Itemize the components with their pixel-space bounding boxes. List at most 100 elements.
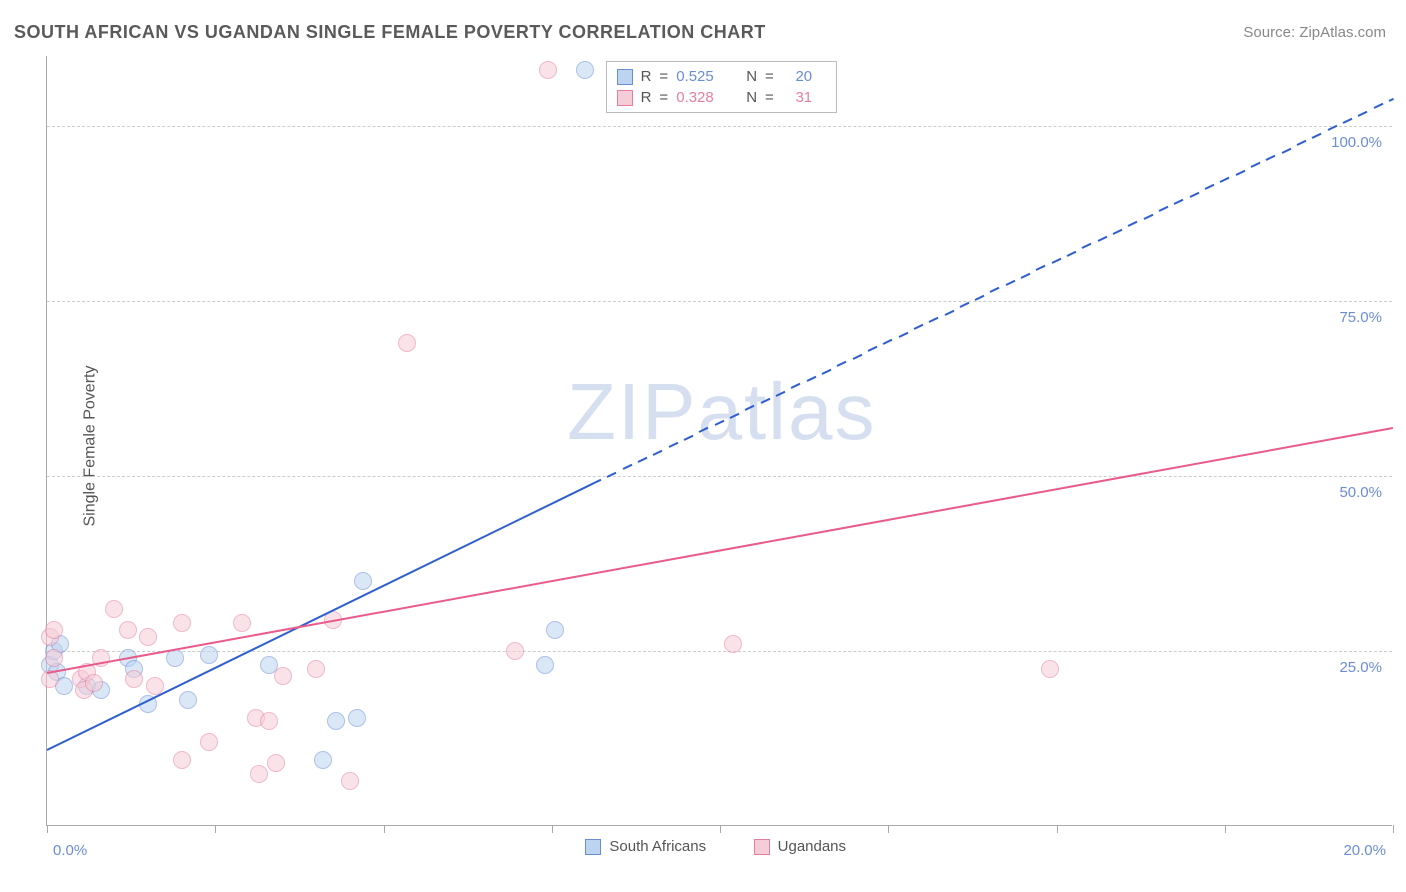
- trend-line-dash: [745, 405, 755, 411]
- r-value: 0.525: [676, 68, 720, 85]
- trend-line-dash: [913, 324, 923, 330]
- legend-item-ugandans: Ugandans: [754, 838, 846, 855]
- scatter-point-south_africans: [327, 712, 345, 730]
- gridline-h: [47, 126, 1392, 127]
- y-gridline-label: 100.0%: [1331, 134, 1382, 151]
- trend-line-dash: [1312, 133, 1322, 139]
- trend-line-dash: [1296, 140, 1306, 146]
- y-gridline-label: 50.0%: [1339, 484, 1382, 501]
- trend-line-dash: [760, 398, 770, 404]
- trend-line-dash: [898, 331, 908, 337]
- trend-line-dash: [1388, 98, 1393, 102]
- x-tick: [47, 825, 48, 833]
- scatter-point-ugandans: [267, 754, 285, 772]
- legend-swatch: [617, 69, 633, 85]
- scatter-point-south_africans: [576, 61, 594, 79]
- trend-line-dash: [1097, 236, 1107, 242]
- trend-line-dash: [959, 302, 969, 308]
- trend-line-dash: [1373, 103, 1383, 109]
- eq-sign: =: [659, 68, 668, 85]
- x-axis-min-label: 0.0%: [53, 842, 87, 859]
- scatter-point-ugandans: [260, 712, 278, 730]
- trend-line-dash: [837, 361, 847, 367]
- x-tick: [1057, 825, 1058, 833]
- scatter-point-south_africans: [200, 646, 218, 664]
- x-tick: [215, 825, 216, 833]
- scatter-point-ugandans: [724, 635, 742, 653]
- legend-item-south_africans: South Africans: [585, 838, 706, 855]
- x-axis-max-label: 20.0%: [1343, 842, 1386, 859]
- scatter-point-ugandans: [539, 61, 557, 79]
- trend-line-dash: [1266, 155, 1276, 161]
- gridline-h: [47, 301, 1392, 302]
- trend-line-dash: [806, 376, 816, 382]
- trend-line-dash: [1036, 265, 1046, 271]
- trend-line-dash: [990, 287, 1000, 293]
- eq-sign: =: [765, 89, 774, 106]
- source-label: Source:: [1243, 24, 1299, 41]
- trend-line-dash: [944, 309, 954, 315]
- scatter-point-ugandans: [274, 667, 292, 685]
- scatter-point-ugandans: [1041, 660, 1059, 678]
- scatter-point-ugandans: [341, 772, 359, 790]
- eq-sign: =: [659, 89, 668, 106]
- scatter-point-ugandans: [85, 674, 103, 692]
- legend-label: Ugandans: [778, 838, 846, 855]
- trend-line-dash: [1021, 273, 1031, 279]
- trend-line-dash: [1067, 250, 1077, 256]
- stats-legend-box: R=0.525N=20R=0.328N=31: [606, 61, 837, 113]
- scatter-point-ugandans: [45, 621, 63, 639]
- trend-line-dash: [1235, 169, 1245, 175]
- trend-line-dash: [1005, 280, 1015, 286]
- trend-line-dash: [975, 295, 985, 301]
- trend-line-dash: [1051, 258, 1061, 264]
- trend-line-dash: [699, 427, 709, 433]
- x-tick: [1393, 825, 1394, 833]
- source-credit: Source: ZipAtlas.com: [1243, 24, 1386, 41]
- scatter-point-south_africans: [179, 691, 197, 709]
- trend-line-dash: [776, 390, 786, 396]
- trend-line: [47, 483, 593, 751]
- trend-line-dash: [1205, 184, 1215, 190]
- trend-line-dash: [1220, 177, 1230, 183]
- legend-swatch: [617, 90, 633, 106]
- n-label: N: [746, 89, 757, 106]
- trend-line-dash: [852, 354, 862, 360]
- trend-line-dash: [1189, 192, 1199, 198]
- trend-line-dash: [1342, 118, 1352, 124]
- legend-label: South Africans: [609, 838, 706, 855]
- scatter-point-ugandans: [250, 765, 268, 783]
- trend-line-dash: [791, 383, 801, 389]
- scatter-point-ugandans: [506, 642, 524, 660]
- trend-line-dash: [1358, 110, 1368, 116]
- trend-line-dash: [929, 317, 939, 323]
- legend-swatch: [585, 839, 601, 855]
- r-value: 0.328: [676, 89, 720, 106]
- y-gridline-label: 25.0%: [1339, 659, 1382, 676]
- scatter-point-south_africans: [536, 656, 554, 674]
- scatter-point-ugandans: [233, 614, 251, 632]
- x-tick: [384, 825, 385, 833]
- trend-line-dash: [592, 479, 602, 485]
- r-label: R: [641, 68, 652, 85]
- trend-line-dash: [1159, 206, 1169, 212]
- scatter-point-ugandans: [105, 600, 123, 618]
- trend-line-dash: [1128, 221, 1138, 227]
- scatter-point-ugandans: [200, 733, 218, 751]
- stats-row-ugandans: R=0.328N=31: [617, 87, 826, 108]
- y-gridline-label: 75.0%: [1339, 309, 1382, 326]
- scatter-point-ugandans: [125, 670, 143, 688]
- trend-line-dash: [622, 464, 632, 470]
- x-tick: [720, 825, 721, 833]
- scatter-point-south_africans: [348, 709, 366, 727]
- trend-line-dash: [684, 435, 694, 441]
- x-tick: [1225, 825, 1226, 833]
- scatter-point-ugandans: [173, 751, 191, 769]
- n-value: 20: [782, 68, 826, 85]
- trend-line-dash: [714, 420, 724, 426]
- trend-line-dash: [1174, 199, 1184, 205]
- x-tick: [888, 825, 889, 833]
- gridline-h: [47, 476, 1392, 477]
- scatter-point-south_africans: [354, 572, 372, 590]
- trend-line-dash: [638, 457, 648, 463]
